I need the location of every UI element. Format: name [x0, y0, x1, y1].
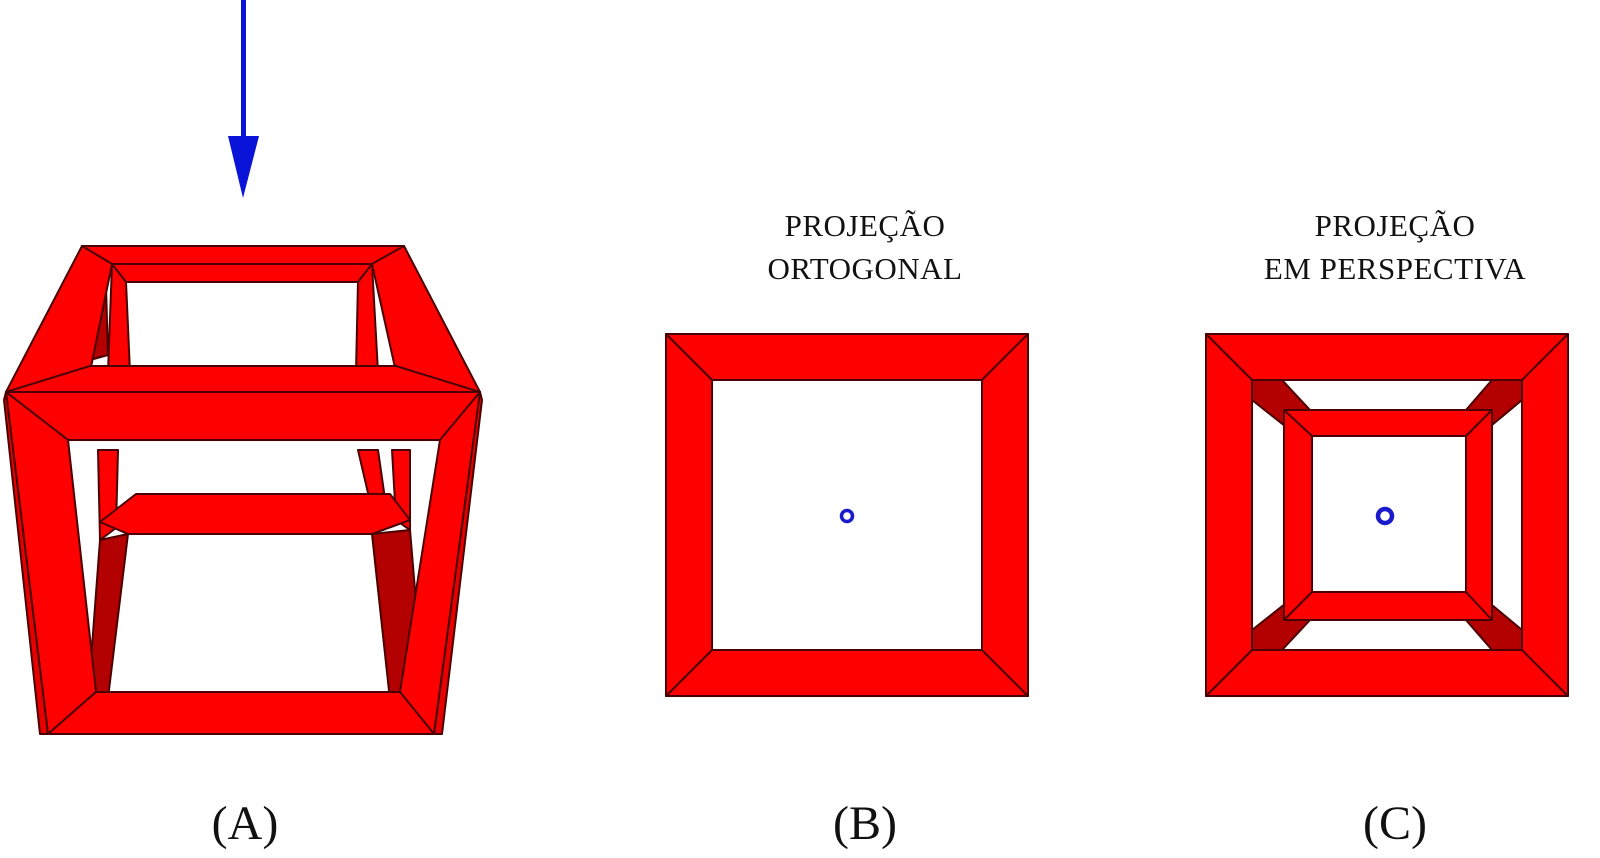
viewpoint-dot-icon [1375, 506, 1395, 526]
panel-b-title-line-2: ORTOGONAL [767, 251, 963, 286]
panel-b-label: (B) [833, 797, 897, 850]
panel-c-title-line-1: PROJEÇÃO [1314, 208, 1476, 243]
panel-b-title-line-1: PROJEÇÃO [784, 208, 946, 243]
front-middle-bar [5, 365, 481, 441]
viewpoint-dot-icon [839, 508, 855, 524]
bottom-front-bar [47, 691, 435, 735]
panel-c-label: (C) [1363, 797, 1427, 850]
panel-c-figure [1205, 333, 1569, 697]
front-verticals [3, 391, 483, 735]
top-frame [5, 245, 481, 393]
panel-a-figure [3, 0, 483, 735]
panel-a-label: (A) [211, 797, 279, 850]
panel-c-title-line-2: EM PERSPECTIVA [1263, 251, 1527, 286]
panel-b-figure [665, 333, 1029, 697]
arrow-down-icon [228, 0, 259, 198]
